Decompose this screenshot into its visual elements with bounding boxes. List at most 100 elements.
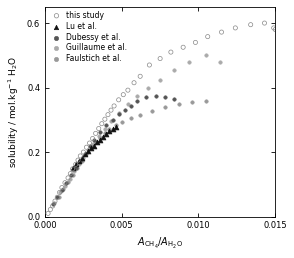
this study xyxy=(219,30,224,34)
Dubessy et al. xyxy=(55,195,60,199)
Faulstich et al. xyxy=(93,140,98,144)
this study xyxy=(193,40,198,44)
this study xyxy=(106,112,110,117)
this study xyxy=(121,93,126,97)
Guillaume et al. xyxy=(135,94,139,98)
X-axis label: $A_{\mathrm{CH_4}}/A_{\mathrm{H_2O}}$: $A_{\mathrm{CH_4}}/A_{\mathrm{H_2O}}$ xyxy=(137,236,183,251)
Dubessy et al. xyxy=(135,99,139,103)
Lu et al. xyxy=(86,149,90,153)
Dubessy et al. xyxy=(50,202,55,206)
this study xyxy=(74,162,78,166)
Guillaume et al. xyxy=(158,77,163,82)
this study xyxy=(48,207,53,212)
this study xyxy=(233,26,238,30)
Faulstich et al. xyxy=(66,180,70,184)
this study xyxy=(271,26,276,30)
Faulstich et al. xyxy=(138,113,143,117)
Dubessy et al. xyxy=(123,107,127,111)
this study xyxy=(273,27,278,31)
Faulstich et al. xyxy=(176,102,181,106)
Guillaume et al. xyxy=(126,102,130,106)
Lu et al. xyxy=(92,143,96,148)
Guillaume et al. xyxy=(146,85,150,90)
Guillaume et al. xyxy=(172,68,176,72)
this study xyxy=(116,98,121,102)
Faulstich et al. xyxy=(56,195,61,199)
Dubessy et al. xyxy=(162,95,167,99)
Faulstich et al. xyxy=(103,131,107,135)
this study xyxy=(158,57,163,61)
this study xyxy=(53,199,57,203)
Faulstich et al. xyxy=(162,105,167,109)
this study xyxy=(46,211,51,215)
Dubessy et al. xyxy=(172,97,176,101)
Y-axis label: solubility / mol.kg$^{-1}$ H$_2$O: solubility / mol.kg$^{-1}$ H$_2$O xyxy=(7,56,21,168)
this study xyxy=(87,141,92,145)
this study xyxy=(81,150,86,154)
Lu et al. xyxy=(113,125,118,129)
Lu et al. xyxy=(89,146,93,150)
this study xyxy=(181,45,186,49)
this study xyxy=(262,21,267,25)
Faulstich et al. xyxy=(52,201,56,205)
Dubessy et al. xyxy=(144,95,149,99)
this study xyxy=(68,172,73,176)
this study xyxy=(55,195,60,199)
this study xyxy=(132,81,136,85)
Faulstich et al. xyxy=(79,159,84,163)
this study xyxy=(90,136,95,141)
Guillaume et al. xyxy=(204,53,208,57)
Guillaume et al. xyxy=(86,148,90,152)
this study xyxy=(57,190,62,195)
this study xyxy=(248,23,253,27)
Lu et al. xyxy=(104,132,109,136)
this study xyxy=(60,186,64,190)
this study xyxy=(147,63,152,67)
Dubessy et al. xyxy=(104,123,109,127)
this study xyxy=(93,131,98,135)
Dubessy et al. xyxy=(128,103,133,108)
Faulstich et al. xyxy=(84,152,89,156)
Guillaume et al. xyxy=(76,162,81,166)
Dubessy et al. xyxy=(69,173,74,177)
this study xyxy=(76,158,80,162)
Dubessy et al. xyxy=(83,152,87,156)
Lu et al. xyxy=(79,156,84,160)
this study xyxy=(205,35,210,39)
Guillaume et al. xyxy=(109,119,113,124)
Faulstich et al. xyxy=(190,100,195,104)
Faulstich et al. xyxy=(150,109,155,113)
Lu et al. xyxy=(74,162,78,166)
Dubessy et al. xyxy=(153,94,158,98)
Faulstich et al. xyxy=(98,135,103,140)
Guillaume et al. xyxy=(116,111,121,115)
this study xyxy=(96,126,101,131)
Lu et al. xyxy=(107,129,112,133)
this study xyxy=(50,204,55,208)
Faulstich et al. xyxy=(119,120,124,124)
Faulstich et al. xyxy=(113,123,118,127)
Faulstich et al. xyxy=(70,173,75,177)
Dubessy et al. xyxy=(110,118,115,122)
Faulstich et al. xyxy=(128,116,133,120)
this study xyxy=(109,108,113,112)
Dubessy et al. xyxy=(92,138,96,142)
Dubessy et al. xyxy=(60,188,64,192)
Legend: this study, Lu et al., Dubessy et al., Guillaume et al., Faulstich et al.: this study, Lu et al., Dubessy et al., G… xyxy=(47,9,129,65)
this study xyxy=(168,50,173,54)
Faulstich et al. xyxy=(61,187,66,191)
this study xyxy=(70,167,75,171)
Lu et al. xyxy=(110,127,115,131)
this study xyxy=(112,104,116,108)
Lu et al. xyxy=(101,135,106,139)
this study xyxy=(66,176,70,180)
Faulstich et al. xyxy=(107,127,112,131)
Lu et al. xyxy=(98,138,103,142)
Dubessy et al. xyxy=(64,181,69,185)
Faulstich et al. xyxy=(75,165,80,170)
Guillaume et al. xyxy=(90,142,95,146)
this study xyxy=(103,117,107,121)
Dubessy et al. xyxy=(74,165,78,170)
Dubessy et al. xyxy=(98,130,103,134)
Guillaume et al. xyxy=(187,60,192,64)
